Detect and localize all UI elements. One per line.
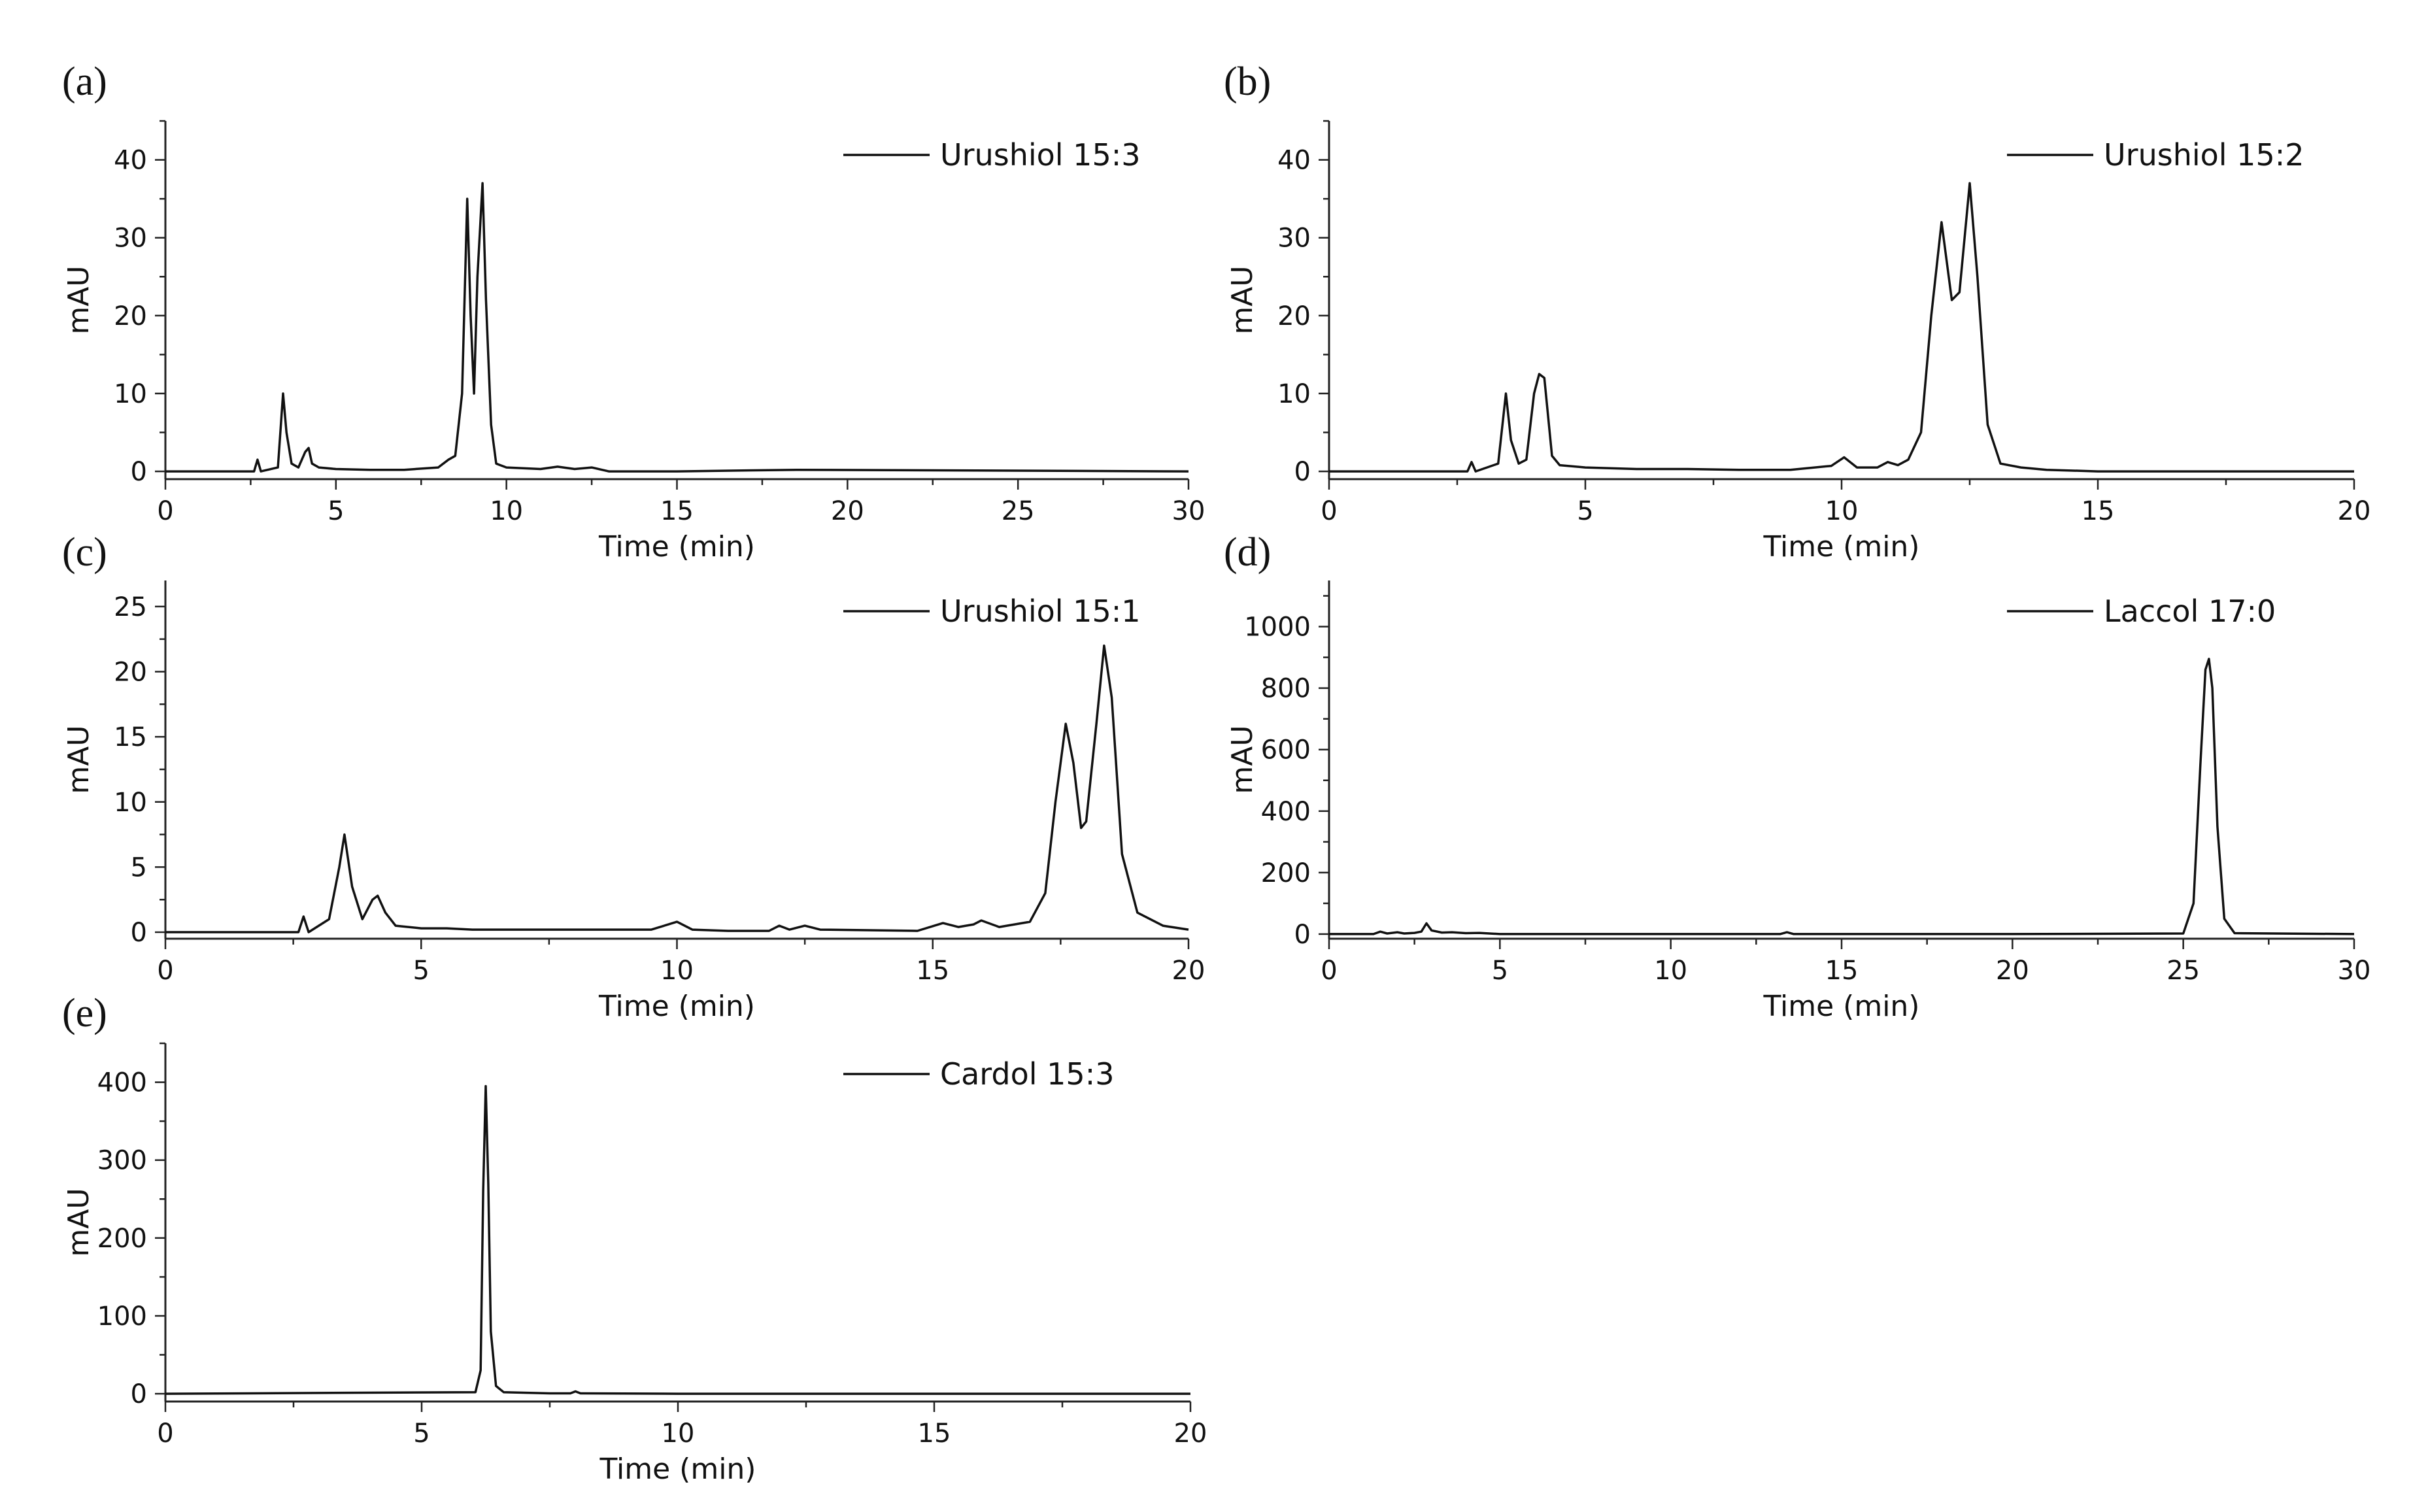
y-tick-label: 10 <box>114 788 147 818</box>
x-axis-label: Time (min) <box>1763 530 1920 563</box>
x-axis-label: Time (min) <box>1763 990 1920 1023</box>
y-tick-label: 400 <box>1261 797 1311 827</box>
y-tick-label: 25 <box>114 592 147 622</box>
y-axis-label: mAU <box>62 1188 95 1256</box>
x-tick-label: 0 <box>1321 956 1337 986</box>
chart-panel: (c) 0 5 10 15 20 0 5 10 15 20 25 Time (min) mAU Urushi… <box>62 530 1205 1023</box>
y-axis-label: mAU <box>1226 725 1259 794</box>
x-tick-label: 10 <box>660 956 694 986</box>
x-tick-label: 30 <box>2338 956 2371 986</box>
y-tick-label: 0 <box>1294 920 1311 950</box>
panel-letter: (d) <box>1224 530 1271 575</box>
series-line <box>165 182 1189 473</box>
x-tick-label: 5 <box>413 1419 430 1449</box>
y-axis-label: mAU <box>1226 265 1259 334</box>
y-tick-label: 300 <box>97 1146 147 1176</box>
x-tick-label: 20 <box>831 496 864 526</box>
y-tick-label: 10 <box>114 379 147 409</box>
legend-label: Laccol 17:0 <box>2104 594 2276 629</box>
y-tick-label: 0 <box>1294 457 1311 487</box>
x-tick-label: 15 <box>2082 496 2115 526</box>
legend-label: Urushiol 15:2 <box>2104 137 2304 173</box>
series-line <box>1329 182 2354 473</box>
y-tick-label: 40 <box>114 146 147 176</box>
x-tick-label: 10 <box>1654 956 1687 986</box>
panel-letter: (b) <box>1224 59 1271 104</box>
series-line <box>165 1084 1190 1395</box>
x-tick-label: 20 <box>1996 956 2029 986</box>
y-tick-label: 800 <box>1261 674 1311 704</box>
x-tick-label: 0 <box>157 956 173 986</box>
chart-panel: (b) 0 5 10 15 20 0 10 20 30 40 Time (min) mAU Urushio… <box>1224 59 2370 563</box>
legend-label: Urushiol 15:3 <box>940 137 1140 173</box>
x-tick-label: 15 <box>660 496 694 526</box>
x-tick-label: 10 <box>490 496 523 526</box>
panel-letter: (a) <box>62 59 107 104</box>
y-tick-label: 0 <box>131 1379 147 1409</box>
x-tick-label: 15 <box>918 1419 951 1449</box>
x-tick-label: 5 <box>328 496 344 526</box>
x-tick-label: 0 <box>157 496 173 526</box>
chart-panel: (a) 0 5 10 15 20 25 30 0 10 20 30 40 Time (min) mAU Uru… <box>62 59 1205 563</box>
x-axis-label: Time (min) <box>599 1453 756 1486</box>
x-tick-label: 20 <box>1174 1419 1207 1449</box>
x-tick-label: 5 <box>413 956 430 986</box>
x-tick-label: 25 <box>1002 496 1035 526</box>
y-tick-label: 100 <box>97 1302 147 1332</box>
y-tick-label: 15 <box>114 722 147 752</box>
y-tick-label: 0 <box>131 918 147 948</box>
y-tick-label: 400 <box>97 1068 147 1098</box>
x-tick-label: 0 <box>1321 496 1337 526</box>
series-line <box>165 644 1189 933</box>
x-tick-label: 5 <box>1492 956 1508 986</box>
x-tick-label: 20 <box>2338 496 2371 526</box>
y-tick-label: 30 <box>114 224 147 254</box>
legend-label: Urushiol 15:1 <box>940 594 1140 629</box>
y-tick-label: 0 <box>131 457 147 487</box>
x-axis-label: Time (min) <box>598 990 755 1023</box>
panel-letter: (c) <box>62 530 107 575</box>
y-tick-label: 10 <box>1277 379 1311 409</box>
x-tick-label: 10 <box>662 1419 695 1449</box>
y-tick-label: 40 <box>1277 146 1311 176</box>
x-tick-label: 25 <box>2167 956 2200 986</box>
y-tick-label: 20 <box>1277 301 1311 331</box>
x-tick-label: 15 <box>916 956 949 986</box>
chart-panel: (d) 0 5 10 15 20 25 30 0 200 400 600 800 1000 Time (mi… <box>1224 530 2370 1023</box>
y-tick-label: 5 <box>131 852 147 882</box>
y-axis-label: mAU <box>62 265 95 334</box>
x-tick-label: 15 <box>1825 956 1859 986</box>
y-tick-label: 20 <box>114 657 147 687</box>
panel-letter: (e) <box>62 991 107 1035</box>
x-axis-label: Time (min) <box>598 530 755 563</box>
y-tick-label: 600 <box>1261 735 1311 765</box>
y-tick-label: 200 <box>97 1224 147 1254</box>
y-tick-label: 1000 <box>1244 613 1311 643</box>
x-tick-label: 5 <box>1577 496 1593 526</box>
x-tick-label: 0 <box>157 1419 173 1449</box>
y-tick-label: 200 <box>1261 858 1311 888</box>
x-tick-label: 20 <box>1172 956 1206 986</box>
y-axis-label: mAU <box>62 725 95 794</box>
x-tick-label: 30 <box>1172 496 1206 526</box>
series-line <box>1329 658 2355 935</box>
legend-label: Cardol 15:3 <box>940 1056 1114 1092</box>
x-tick-label: 10 <box>1825 496 1859 526</box>
y-tick-label: 30 <box>1277 224 1311 254</box>
y-tick-label: 20 <box>114 301 147 331</box>
